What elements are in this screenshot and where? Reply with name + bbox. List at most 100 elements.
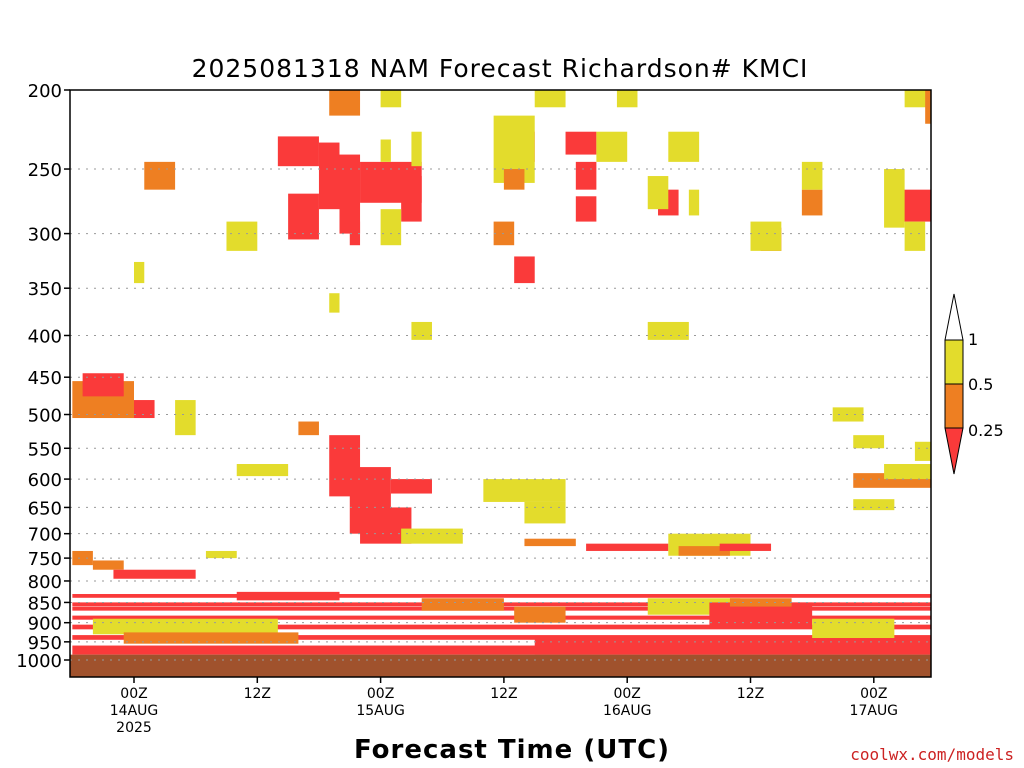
heatmap-cell (298, 421, 319, 436)
heatmap-cell (729, 598, 792, 607)
legend-bin (944, 339, 964, 385)
chart-title: 2025081318 NAM Forecast Richardson# KMCI (192, 54, 809, 83)
heatmap-cell (483, 479, 566, 502)
y-tick-label: 700 (28, 525, 62, 546)
heatmap-cell (914, 441, 931, 461)
colorbar-legend: 1 0.5 0.25 (944, 293, 1004, 475)
x-tick-label: 00Z (860, 686, 887, 702)
heatmap-cell (411, 321, 432, 340)
heatmap-cell (349, 221, 361, 246)
heatmap-cell (904, 90, 931, 108)
x-axis-label: Forecast Time (UTC) (354, 735, 670, 765)
heatmap-cell (318, 142, 340, 210)
legend-bottom-arrow (944, 427, 964, 475)
y-tick-label: 500 (28, 406, 62, 427)
heatmap-cell (925, 90, 931, 124)
heatmap-cell (390, 479, 432, 494)
y-tick-label: 850 (28, 593, 62, 614)
x-tick-label: 17AUG (850, 703, 899, 719)
x-tick-label: 00Z (613, 686, 640, 702)
credit-text: coolwx.com/models (850, 745, 1014, 764)
y-tick-label: 1000 (16, 651, 62, 672)
x-tick-label: 00Z (120, 686, 147, 702)
heatmap-cell (288, 193, 319, 240)
heatmap-cell (575, 161, 597, 190)
legend-bin (944, 383, 964, 429)
heatmap-cell (277, 136, 319, 167)
legend-label: 1 (968, 330, 978, 349)
heatmap-cell (853, 499, 895, 511)
heatmap-cell (134, 261, 145, 284)
heatmap-cell (226, 221, 258, 251)
heatmap-cell (380, 90, 402, 108)
heatmap-cell (380, 139, 391, 162)
heatmap-cell (411, 131, 422, 167)
x-tick-label: 12Z (490, 686, 517, 702)
heatmap-cell (329, 90, 361, 116)
x-tick-label: 2025 (116, 720, 152, 736)
legend-label: 0.5 (968, 375, 993, 394)
heatmap-cell (113, 569, 196, 579)
y-tick-label: 650 (28, 498, 62, 519)
heatmap-cell (853, 435, 885, 449)
x-tick-label: 00Z (367, 686, 394, 702)
x-tick-label: 12Z (737, 686, 764, 702)
heatmap-cell (534, 638, 931, 655)
heatmap-cell (668, 131, 700, 162)
heatmap-cell (801, 161, 823, 190)
heatmap-cell (884, 464, 931, 480)
heatmap-cell (92, 618, 278, 635)
x-tick-label: 16AUG (603, 703, 652, 719)
heatmap-cell (329, 293, 340, 313)
heatmap-cell (72, 550, 93, 566)
heatmap-cell (514, 256, 535, 284)
heatmap-cell (812, 618, 895, 639)
y-axis: 200 250 300 350 400 450 500 550 600 650 700 7508008… (16, 81, 70, 672)
heatmap-cell (647, 176, 669, 210)
y-tick-label: 350 (28, 279, 62, 300)
x-tick-label: 12Z (244, 686, 271, 702)
heatmap-cell (575, 196, 597, 222)
heatmap-cell-stripe (72, 594, 931, 598)
y-tick-label: 300 (28, 225, 62, 246)
heatmap-cell (616, 90, 638, 108)
plot-frame (69, 89, 932, 678)
x-tick-label: 14AUG (110, 703, 159, 719)
heatmap-cell (719, 543, 772, 551)
x-tick-label: 15AUG (356, 703, 405, 719)
heatmap-cell-stripe (72, 624, 931, 630)
heatmap-cell (709, 602, 813, 629)
heatmap-cell (514, 606, 566, 623)
heatmap-cell (401, 528, 463, 544)
heatmap-cell (205, 550, 237, 559)
heatmap-cell (884, 169, 905, 228)
heatmap-cell (123, 632, 299, 644)
y-tick-label: 550 (28, 439, 62, 460)
heatmap-cells (72, 90, 931, 655)
heatmap-cell (339, 154, 361, 234)
heatmap-cell-stripe (72, 635, 931, 640)
heatmap-cell (72, 645, 931, 655)
legend-label: 0.25 (968, 421, 1004, 440)
heatmap-cell (596, 131, 628, 162)
heatmap-cell (647, 321, 689, 340)
heatmap-cell (904, 221, 926, 251)
heatmap-cell (421, 598, 504, 611)
heatmap-cell-stripe (72, 615, 931, 620)
heatmap-cell (82, 373, 124, 397)
heatmap-cell (524, 538, 576, 547)
y-tick-label: 600 (28, 470, 62, 491)
y-tick-label: 900 (28, 614, 62, 635)
y-tick-label: 250 (28, 160, 62, 181)
y-tick-label: 950 (28, 633, 62, 654)
heatmap-cell (236, 464, 289, 477)
heatmap-cell (144, 161, 176, 190)
heatmap-cell (503, 169, 525, 190)
heatmap-cell (401, 176, 422, 222)
heatmap-cell (134, 400, 155, 419)
heatmap-cell (175, 400, 196, 436)
y-tick-label: 450 (28, 368, 62, 389)
heatmap-cell (534, 90, 566, 108)
